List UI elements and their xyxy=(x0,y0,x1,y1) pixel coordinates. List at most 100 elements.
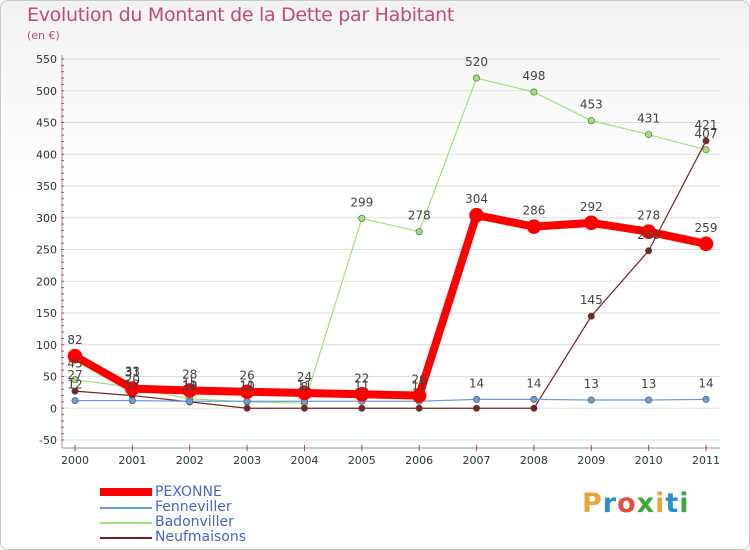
x-tick-label: 2007 xyxy=(463,454,491,467)
y-tick-label: -50 xyxy=(39,434,57,447)
y-tick-label: 400 xyxy=(36,148,57,161)
legend-swatch xyxy=(100,488,152,496)
data-point xyxy=(415,404,423,412)
data-label: 407 xyxy=(695,127,718,141)
data-label: 248 xyxy=(637,228,660,242)
data-point xyxy=(71,376,79,384)
data-label: 304 xyxy=(465,192,488,206)
data-label: 278 xyxy=(637,209,660,223)
legend-label: PEXONNE xyxy=(155,484,222,500)
data-point xyxy=(641,224,656,240)
data-point xyxy=(239,384,255,400)
logo-letter: i xyxy=(655,488,666,519)
data-label: 11 xyxy=(297,378,312,392)
data-point xyxy=(645,131,653,139)
data-label: 28 xyxy=(182,367,197,381)
y-tick-label: 300 xyxy=(36,212,57,225)
data-label: 31 xyxy=(125,366,140,380)
data-point xyxy=(587,312,595,320)
data-label: 22 xyxy=(354,371,369,385)
data-point xyxy=(698,236,714,252)
data-label: 520 xyxy=(465,55,488,69)
data-point xyxy=(67,348,83,364)
y-tick-label: 200 xyxy=(36,275,57,288)
data-point xyxy=(358,404,366,412)
data-label: 453 xyxy=(580,98,603,112)
data-label: 14 xyxy=(698,376,713,390)
data-point xyxy=(71,397,79,405)
x-tick-label: 2008 xyxy=(520,454,548,467)
data-label: 10 xyxy=(239,379,254,393)
y-tick-label: 0 xyxy=(50,402,57,415)
chart-title: Evolution du Montant de la Dette par Hab… xyxy=(27,4,455,26)
data-label: 8 xyxy=(301,380,309,394)
y-tick-label: 450 xyxy=(36,117,57,130)
data-point xyxy=(587,396,595,404)
data-point xyxy=(411,388,427,403)
data-point xyxy=(645,247,653,255)
data-label: 27 xyxy=(67,368,82,382)
data-point xyxy=(71,387,79,395)
legend-label: Fenneviller xyxy=(155,499,232,515)
data-point xyxy=(583,215,599,231)
data-label: 14 xyxy=(526,376,541,390)
data-point xyxy=(530,88,538,96)
y-tick-label: 250 xyxy=(36,244,57,257)
data-point xyxy=(415,228,423,236)
data-label: 45 xyxy=(67,357,82,371)
data-label: 11 xyxy=(182,378,197,392)
series-line-pexonne xyxy=(73,211,707,400)
data-point xyxy=(526,219,542,234)
data-label: 421 xyxy=(695,118,718,132)
logo-letter: i xyxy=(679,488,690,519)
data-label: 82 xyxy=(67,333,82,347)
data-point xyxy=(182,383,198,398)
logo-letter: P xyxy=(582,488,603,519)
data-label: 299 xyxy=(350,195,373,209)
data-label: 431 xyxy=(637,112,660,126)
data-label: 15 xyxy=(182,376,197,390)
legend-label: Badonviller xyxy=(155,514,234,530)
data-label: 13 xyxy=(584,377,599,391)
data-point xyxy=(530,395,538,403)
x-tick-label: 2006 xyxy=(405,454,433,467)
x-tick-label: 2000 xyxy=(61,454,89,467)
x-tick-label: 2001 xyxy=(118,454,146,467)
data-label: 10 xyxy=(182,379,197,393)
data-label: 498 xyxy=(522,69,545,83)
y-tick-label: 50 xyxy=(43,371,57,384)
data-label: 13 xyxy=(641,377,656,391)
x-tick-label: 2011 xyxy=(692,454,720,467)
data-label: 11 xyxy=(412,378,427,392)
data-point xyxy=(358,214,366,222)
legend-swatch xyxy=(100,537,152,539)
data-point xyxy=(702,146,710,154)
y-tick-label: 150 xyxy=(36,307,57,320)
data-point xyxy=(300,404,308,412)
data-point xyxy=(125,381,140,396)
series-line-neufmaisons xyxy=(74,140,707,409)
data-label: 278 xyxy=(408,209,431,223)
data-label: 26 xyxy=(239,369,254,383)
y-tick-label: 500 xyxy=(36,85,57,98)
logo-letter: t xyxy=(665,488,680,519)
logo-letter: x xyxy=(636,488,656,519)
data-point xyxy=(186,397,194,405)
data-label: 20 xyxy=(412,373,427,387)
data-point xyxy=(473,404,481,412)
data-label: 14 xyxy=(469,376,484,390)
logo-letter: o xyxy=(617,488,637,519)
y-tick-label: 550 xyxy=(36,53,57,66)
data-point xyxy=(469,207,484,223)
data-label: 259 xyxy=(695,221,718,235)
data-label: 20 xyxy=(125,373,140,387)
data-point xyxy=(702,395,710,403)
data-point xyxy=(473,395,481,403)
data-point xyxy=(587,117,595,125)
data-point xyxy=(702,137,710,145)
logo-letter: r xyxy=(602,488,618,519)
data-point xyxy=(645,396,653,404)
series-line-badonviller xyxy=(74,77,707,404)
data-label: 12 xyxy=(67,378,82,392)
